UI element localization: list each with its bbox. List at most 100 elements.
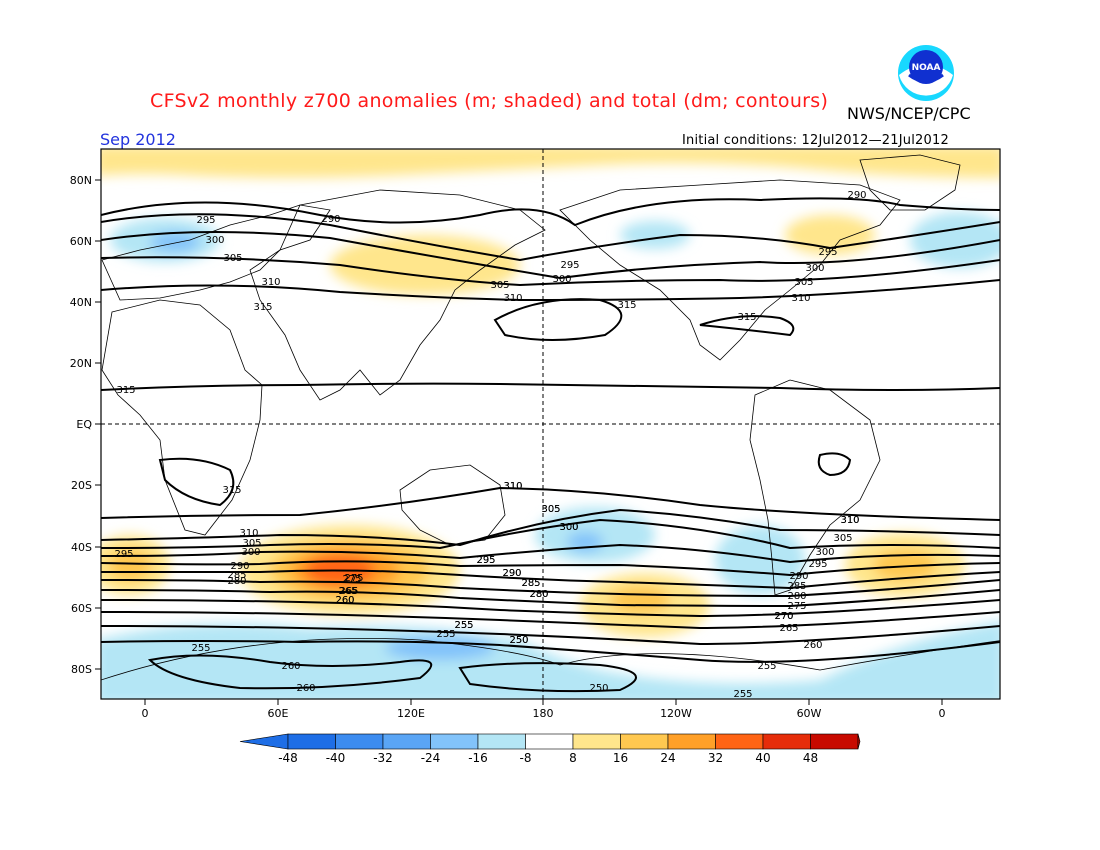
- colorbar-swatch: [525, 733, 574, 750]
- contour-label-295-east: 295: [808, 559, 827, 570]
- colorbar-arrow-right: [857, 733, 861, 750]
- lon-label-120e: 120E: [397, 707, 425, 720]
- longitude-labels: 0 60E 120E 180 120W 60W 0: [142, 707, 946, 720]
- coastline-europe: [101, 204, 331, 301]
- contour-315-s-america: [817, 452, 852, 477]
- contour-label-300-west: 300: [241, 547, 260, 558]
- contour-label-310-east: 310: [840, 515, 859, 526]
- contour-label-285-central: 285: [521, 578, 540, 589]
- contour-305-north: [101, 256, 1000, 287]
- coastline-asia: [249, 189, 546, 401]
- contour-290-south: [101, 560, 1000, 577]
- contour-label-275-indian: 275: [342, 574, 361, 585]
- contour-315-north-pacific: [493, 298, 623, 341]
- contour-label-280-pacific: 280: [529, 589, 548, 600]
- contour-label-290-nw-pacific: 290: [321, 214, 340, 225]
- contour-label-290-central: 290: [502, 568, 521, 579]
- contour-label-250-polar-2: 250: [589, 683, 608, 694]
- colorbar-swatch: [572, 733, 621, 750]
- contour-305-south: [101, 508, 1000, 547]
- contour-label-250-polar: 250: [509, 635, 528, 646]
- contour-label-305-europe: 305: [223, 253, 242, 264]
- lon-label-60w: 60W: [797, 707, 822, 720]
- map-panel: 295 300 305 310 315 290 295 300 305 310 …: [101, 149, 1000, 699]
- colorbar-label: 16: [613, 751, 628, 765]
- colorbar-swatch: [620, 733, 669, 750]
- contour-260-polar-ring: [147, 654, 433, 690]
- contour-label-285-east: 285: [787, 581, 806, 592]
- colorbar-swatch: [430, 733, 479, 750]
- colorbar-swatch: [715, 733, 764, 750]
- contour-label-260-indian: 260: [335, 595, 354, 606]
- colorbar-label: 48: [803, 751, 818, 765]
- lat-label-60n: 60N: [70, 235, 92, 248]
- lon-label-120w: 120W: [660, 707, 692, 720]
- agency-label: NWS/NCEP/CPC: [847, 104, 971, 123]
- coastline-antarctica: [101, 637, 1000, 681]
- contour-295-north: [101, 213, 1000, 262]
- coastline-greenland: [859, 154, 961, 211]
- contour-label-315-s-africa: 315: [222, 485, 241, 496]
- contour-label-305-pacific: 305: [541, 504, 560, 515]
- contour-label-310-europe: 310: [261, 277, 280, 288]
- lat-label-80n: 80N: [70, 174, 92, 187]
- contour-285-south: [101, 569, 1000, 590]
- anomaly-alaska: [620, 221, 690, 249]
- colorbar-swatch: [762, 733, 811, 750]
- colorbar-swatch: [477, 733, 526, 750]
- height-contours: [101, 197, 1000, 693]
- colorbar-label: 32: [708, 751, 723, 765]
- contour-250-polar: [458, 662, 637, 693]
- contour-label-255-indian: 255: [454, 620, 473, 631]
- initial-conditions: Initial conditions: 12Jul2012—21Jul2012: [682, 133, 949, 148]
- contour-label-290-atlantic: 290: [847, 190, 866, 201]
- latitude-labels: 80N 60N 40N 20N EQ 20S 40S 60S 80S: [70, 174, 93, 676]
- lat-label-20n: 20N: [70, 357, 92, 370]
- colorbar: -48 -40 -32 -24 -16 -8 8 16 24 32 40 48: [239, 733, 861, 765]
- contour-label-255-central: 255: [454, 620, 473, 631]
- contour-265-south: [101, 611, 1000, 630]
- contour-label-280-west: 280: [227, 576, 246, 587]
- colorbar-swatch: [287, 733, 336, 750]
- contour-label-270-east: 270: [774, 611, 793, 622]
- lat-label-60s: 60S: [71, 602, 92, 615]
- contour-label-275-east: 275: [787, 601, 806, 612]
- contour-label-290-pacific: 290: [502, 568, 521, 579]
- colorbar-label: -48: [278, 751, 298, 765]
- noaa-logo: NOAA: [898, 45, 954, 101]
- contour-label-295-atlantic: 295: [818, 247, 837, 258]
- lat-label-20s: 20S: [71, 479, 92, 492]
- contour-labels: 295 300 305 310 315 290 295 300 305 310 …: [114, 190, 866, 699]
- contour-label-315-north-pacific: 315: [617, 300, 636, 311]
- contour-315-tropics: [101, 382, 1000, 391]
- colorbar-swatch: [667, 733, 716, 750]
- contour-label-305-central: 305: [541, 504, 560, 515]
- contour-label-255-west: 255: [191, 643, 210, 654]
- contour-label-255-central-2: 255: [436, 629, 455, 640]
- contour-270-south: [101, 599, 1000, 618]
- contour-295-south: [101, 543, 1000, 564]
- contour-label-300-europe: 300: [205, 235, 224, 246]
- colorbar-swatch: [810, 733, 859, 750]
- coastlines: [101, 154, 1000, 681]
- contour-label-290-east: 290: [789, 571, 808, 582]
- axis-ticks: [95, 179, 943, 705]
- contour-label-310-central: 310: [503, 481, 522, 492]
- contour-label-315-tropics: 315: [116, 385, 135, 396]
- contour-label-300-central: 300: [559, 522, 578, 533]
- colorbar-swatch: [382, 733, 431, 750]
- contour-label-305-west: 305: [242, 538, 261, 549]
- contour-label-315-asia: 315: [253, 302, 272, 313]
- contour-label-310-west: 310: [239, 528, 258, 539]
- contour-315-north-america: [699, 315, 795, 337]
- colorbar-arrow-left: [239, 733, 289, 750]
- contour-label-305-atlantic: 305: [794, 277, 813, 288]
- contour-label-310-atlantic: 310: [840, 515, 859, 526]
- coastline-south-america: [749, 379, 881, 596]
- forecast-month: Sep 2012: [100, 130, 176, 149]
- contour-label-295-europe: 295: [196, 215, 215, 226]
- contour-label-300-east: 300: [815, 547, 834, 558]
- contour-label-305-nw-pacific: 305: [490, 280, 509, 291]
- map-title: CFSv2 monthly z700 anomalies (m; shaded)…: [150, 90, 829, 112]
- anomaly-s-america: [715, 525, 805, 595]
